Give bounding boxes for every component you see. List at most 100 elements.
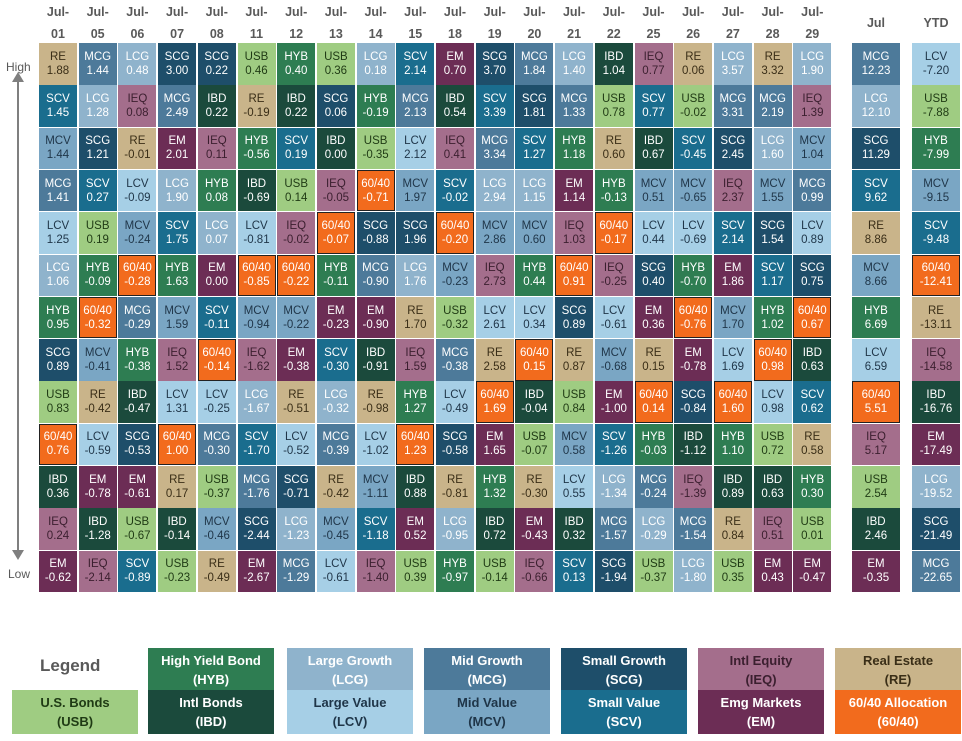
quilt-cell: HYB -0.11: [316, 254, 355, 296]
cell-asset-code: RE: [248, 93, 265, 106]
cell-asset-code: SCV: [324, 346, 348, 359]
column-header-prefix: Jul-: [523, 5, 546, 19]
cell-asset-code: RE: [129, 135, 146, 148]
quilt-cell: USB -7.88: [912, 85, 960, 127]
quilt-cell: MCV -0.41: [78, 339, 117, 381]
cell-asset-code: 60/40: [480, 389, 510, 402]
cell-return-value: -0.02: [283, 233, 310, 246]
cell-asset-code: SCV: [46, 93, 70, 106]
quilt-cell: USB -0.14: [475, 550, 514, 593]
cell-return-value: 0.27: [86, 191, 109, 204]
cell-asset-code: LCV: [165, 389, 189, 402]
cell-return-value: 0.08: [205, 191, 228, 204]
cell-asset-code: 60/40: [43, 431, 73, 444]
quilt-cell: LCV 2.61: [475, 296, 514, 339]
cell-return-value: 0.01: [801, 530, 824, 543]
cell-asset-code: HYB: [760, 304, 785, 317]
cell-return-value: -0.23: [441, 276, 469, 289]
cell-asset-code: MCG: [282, 558, 310, 571]
cell-asset-code: EM: [247, 558, 266, 571]
arrow-down-icon: [12, 550, 24, 560]
quilt-cell: SCG 0.40: [634, 254, 673, 296]
cell-asset-code: 60/40: [83, 304, 113, 317]
column-header-prefix: Jul-: [761, 5, 784, 19]
cell-return-value: -0.23: [163, 572, 191, 585]
cell-return-value: 1.88: [46, 64, 70, 77]
quilt-cell: SCG 1.21: [78, 127, 117, 170]
quilt-cell: SCG 0.06: [316, 85, 355, 127]
cell-asset-code: LCV: [801, 219, 824, 232]
cell-asset-code: LCV: [761, 389, 784, 402]
cell-return-value: -1.70: [243, 445, 270, 458]
cell-asset-code: 60/40: [718, 389, 748, 402]
quilt-cell: HYB -0.13: [594, 169, 633, 212]
cell-return-value: -0.02: [680, 107, 707, 120]
cell-return-value: -1.80: [680, 572, 707, 585]
quilt-cell: EM -0.61: [118, 466, 157, 508]
quilt-cell: LCG 1.60: [753, 127, 792, 170]
quilt-cell: IBD 2.46: [852, 508, 900, 550]
cell-return-value: -1.76: [243, 487, 270, 500]
cell-asset-code: RE: [89, 389, 106, 402]
cell-return-value: -0.02: [441, 191, 469, 204]
quilt-cell: MCG 2.19: [753, 85, 792, 127]
cell-asset-code: EM: [366, 304, 385, 317]
quilt-cell: MCV 1.97: [396, 169, 435, 212]
cell-return-value: -0.47: [799, 572, 826, 585]
quilt-cell: MCV -0.68: [594, 339, 633, 381]
cell-return-value: -0.35: [862, 572, 890, 585]
cell-asset-code: IBD: [48, 473, 68, 486]
cell-asset-code: IEQ: [127, 93, 148, 106]
cell-asset-code: IBD: [802, 346, 822, 359]
quilt-cell: LCV -1.02: [356, 423, 395, 466]
cell-asset-code: LCV: [364, 431, 387, 444]
cell-asset-code: LCV: [483, 304, 506, 317]
quilt-cell: LCG 1.40: [555, 43, 594, 85]
quilt-cell: IEQ 0.77: [634, 43, 673, 85]
cell-return-value: -1.00: [600, 403, 627, 416]
quilt-cell: LCG -0.29: [634, 508, 673, 550]
cell-return-value: 1.76: [404, 276, 427, 289]
cell-asset-code: MCV: [680, 177, 706, 190]
cell-return-value: -2.14: [84, 572, 111, 585]
quilt-cell: RE -0.81: [436, 466, 474, 508]
cell-asset-code: LCG: [165, 177, 189, 190]
cell-return-value: -0.49: [203, 572, 230, 585]
cell-return-value: 0.17: [165, 487, 189, 500]
quilt-cell: IEQ 1.52: [158, 339, 197, 381]
cell-asset-code: IEQ: [484, 262, 505, 275]
cell-return-value: -0.70: [680, 276, 707, 289]
legend-item: High Yield Bond (HYB): [148, 648, 274, 692]
cell-asset-code: MCV: [640, 177, 667, 190]
legend-item: Mid Growth (MCG): [424, 648, 550, 692]
column-header: 18: [448, 27, 462, 41]
cell-return-value: 0.83: [46, 403, 70, 416]
quilt-cell: 60/40 5.51: [852, 381, 900, 423]
column-header-prefix: Jul-: [86, 5, 109, 19]
quilt-cell: MCG -0.30: [197, 423, 236, 466]
quilt-cell: MCG -1.76: [237, 466, 276, 508]
cell-return-value: -0.04: [521, 403, 548, 416]
cell-return-value: -0.24: [640, 487, 667, 500]
cell-asset-code: EM: [168, 135, 186, 148]
quilt-cell: LCG -19.52: [912, 466, 960, 508]
cell-return-value: -0.37: [203, 487, 230, 500]
cell-return-value: -0.69: [243, 191, 270, 204]
quilt-cell: 60/40 0.14: [634, 381, 673, 423]
cell-return-value: 1.60: [721, 403, 745, 416]
cell-asset-code: IEQ: [206, 135, 227, 148]
quilt-cell: EM 0.52: [396, 508, 435, 550]
cell-return-value: 1.02: [761, 318, 784, 331]
cell-return-value: -0.52: [283, 445, 310, 458]
cell-return-value: -2.44: [243, 530, 270, 543]
cell-return-value: 0.40: [284, 64, 308, 77]
cell-return-value: 1.44: [86, 64, 109, 77]
column-header: 21: [567, 27, 582, 41]
cell-return-value: 0.35: [721, 572, 745, 585]
cell-asset-code: HYB: [284, 50, 309, 63]
cell-asset-code: MCV: [124, 219, 151, 232]
cell-asset-code: EM: [49, 558, 67, 571]
cell-return-value: 0.89: [801, 233, 824, 246]
cell-asset-code: LCV: [602, 304, 625, 317]
quilt-cell: SCG -0.58: [436, 423, 474, 466]
